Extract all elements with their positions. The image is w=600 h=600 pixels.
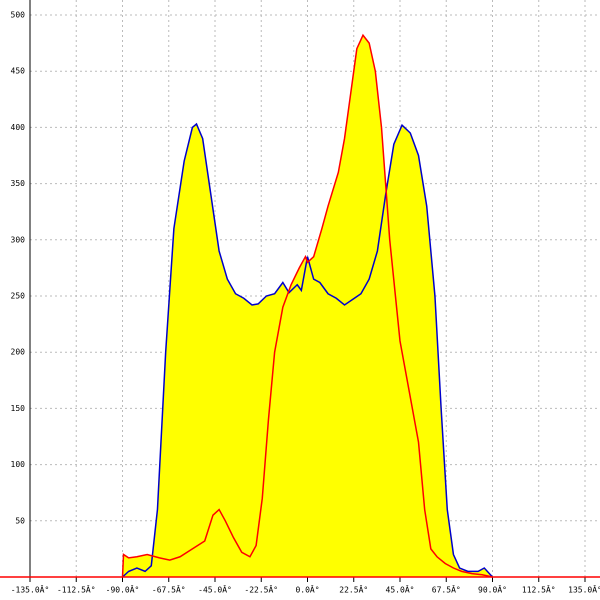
- x-tick-label: -112.5Â°: [57, 584, 96, 595]
- x-tick-label: 67.5Â°: [432, 584, 461, 595]
- x-tick-label: -22.5Â°: [244, 584, 278, 595]
- y-tick-label: 50: [15, 516, 25, 525]
- x-tick-label: 22.5Â°: [339, 584, 368, 595]
- y-tick-label: 250: [11, 292, 26, 301]
- x-tick-label: 45.0Â°: [386, 584, 415, 595]
- x-tick-label: -90.0Â°: [106, 584, 140, 595]
- x-tick-label: 90.0Â°: [478, 584, 507, 595]
- y-tick-label: 200: [11, 348, 26, 357]
- y-tick-label: 350: [11, 179, 26, 188]
- x-tick-label: 0.0Â°: [295, 584, 319, 595]
- x-tick-label: -135.0Â°: [11, 584, 50, 595]
- line: [121, 33, 493, 578]
- x-tick-label: -67.5Â°: [152, 584, 186, 595]
- y-tick-label: 400: [11, 123, 26, 132]
- y-tick-label: 450: [11, 67, 26, 76]
- x-tick-label: 135.0Â°: [568, 584, 600, 595]
- x-tick-label: 112.5Â°: [522, 584, 556, 595]
- area: [122, 35, 493, 578]
- line: [121, 122, 494, 578]
- y-tick-label: 500: [11, 11, 26, 20]
- y-tick-label: 300: [11, 235, 26, 244]
- x-tick-label: -45.0Â°: [198, 584, 232, 595]
- y-tick-label: 100: [11, 460, 26, 469]
- y-tick-label: 150: [11, 404, 26, 413]
